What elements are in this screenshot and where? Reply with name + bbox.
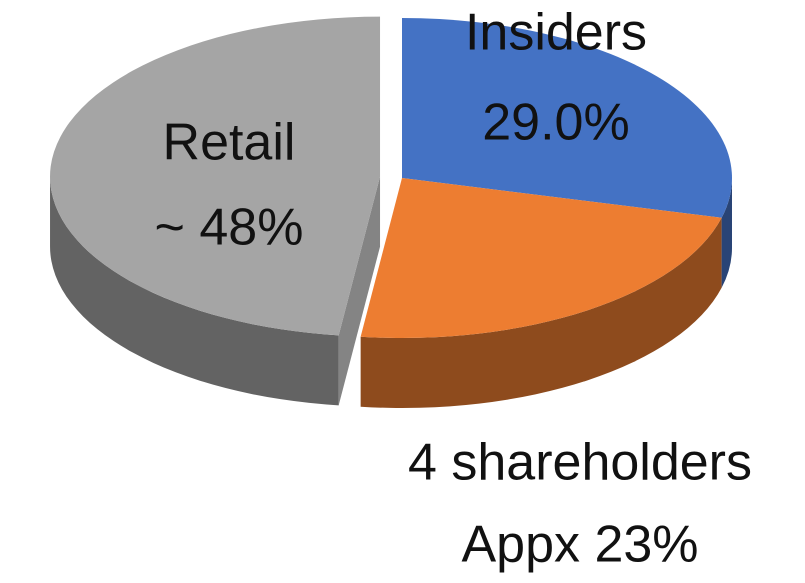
slice-value-label: Appx 23%: [461, 516, 698, 574]
slice-value-label: ~ 48%: [155, 199, 304, 257]
slice-side: [721, 178, 732, 288]
slice-sides: [50, 176, 732, 409]
slice-label: Retail: [163, 114, 296, 172]
slice-tops: [50, 16, 732, 339]
slice: [360, 178, 722, 339]
slice: [402, 18, 732, 218]
slice-label: Insiders: [465, 4, 647, 62]
slice-side: [50, 176, 339, 406]
slice-value-label: 29.0%: [482, 94, 629, 152]
slice-side: [360, 217, 722, 409]
slice: [50, 16, 381, 336]
slice-wall: [338, 176, 381, 406]
slice-label: 4 shareholders: [408, 434, 752, 492]
